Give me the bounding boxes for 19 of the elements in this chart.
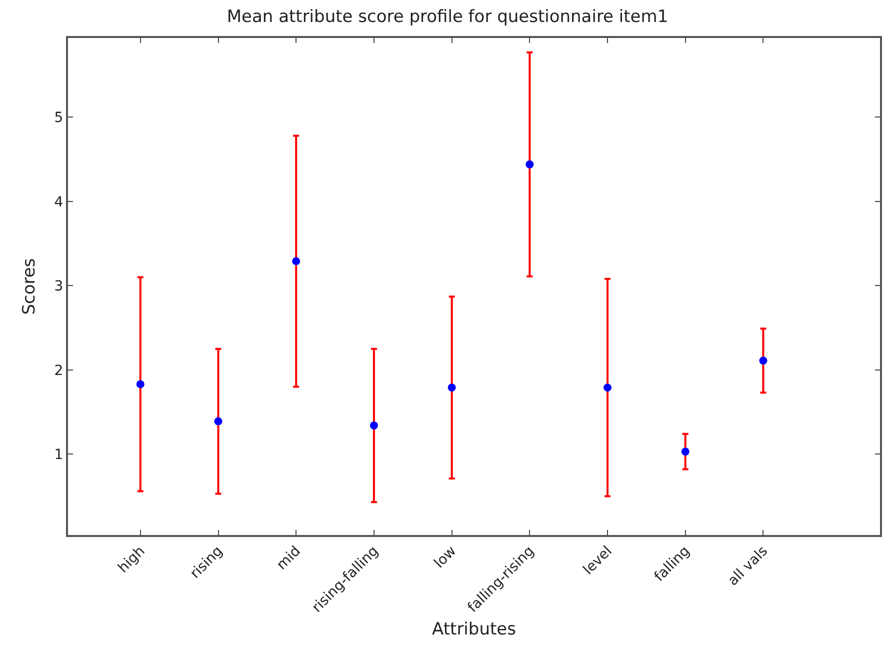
point: [526, 160, 534, 168]
point: [370, 421, 378, 430]
point: [292, 257, 300, 266]
y-tick-label: 3: [54, 278, 64, 295]
y-tick-label: 4: [54, 194, 64, 210]
point: [681, 448, 690, 456]
y-axis-title: Scores: [19, 258, 40, 315]
point: [214, 417, 222, 426]
y-tick-label: 1: [54, 447, 64, 464]
x-tick-label: all vals: [725, 543, 771, 590]
x-tick-label: low: [431, 543, 460, 572]
point: [604, 384, 612, 392]
x-axis-title: Attributes: [432, 620, 516, 640]
y-tick-label: 2: [54, 362, 64, 379]
y-tick-label: 5: [54, 110, 64, 126]
point: [136, 380, 144, 388]
chart-title: Mean attribute score profile for questionnaire item1: [226, 6, 668, 27]
point: [448, 384, 456, 392]
point: [759, 356, 768, 365]
